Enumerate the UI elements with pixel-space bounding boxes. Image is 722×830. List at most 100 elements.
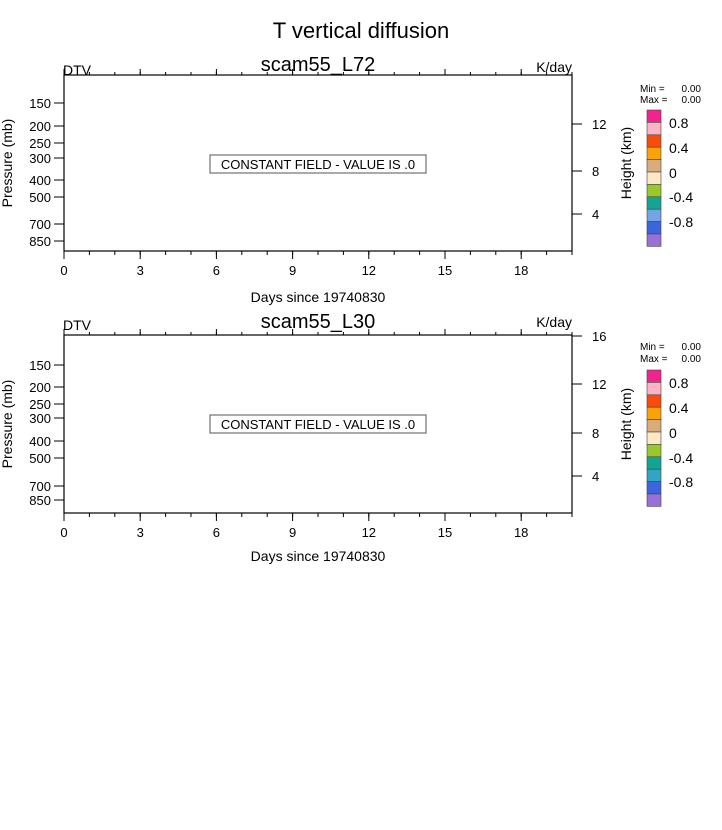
pressure-tick-label: 700 <box>29 217 51 232</box>
colorbar-box <box>646 468 662 482</box>
pressure-axis-label: Pressure (mb) <box>0 380 15 469</box>
colorbar-label: 0.4 <box>669 400 689 416</box>
pressure-tick-label: 400 <box>29 173 51 188</box>
x-tick-label: 12 <box>362 525 376 540</box>
pressure-tick-label: 500 <box>29 190 51 205</box>
x-tick-label: 6 <box>213 525 220 540</box>
pressure-tick-label: 250 <box>29 397 51 412</box>
height-tick-label: 12 <box>592 117 606 132</box>
height-axis-label: Height (km) <box>618 388 634 460</box>
pressure-tick-label: 200 <box>29 119 51 134</box>
colorbar: 0.8 0.4 0 -0.4 -0.8 <box>646 109 693 247</box>
colorbar-label: -0.8 <box>669 474 693 490</box>
min-label: Min = <box>640 342 665 353</box>
colorbar-box <box>646 171 662 185</box>
pressure-tick-label: 850 <box>29 234 51 249</box>
pressure-tick-label: 700 <box>29 479 51 494</box>
height-axis: 12 8 4 <box>572 117 606 222</box>
pressure-tick-label: 850 <box>29 493 51 508</box>
x-tick-label: 18 <box>514 525 528 540</box>
x-tick-label: 15 <box>438 525 452 540</box>
annotation-box <box>209 154 427 174</box>
height-tick-label: 8 <box>592 164 599 179</box>
colorbar-box <box>646 109 662 123</box>
colorbar-box <box>646 406 662 420</box>
colorbar-label: 0 <box>669 425 677 441</box>
x-tick-label: 15 <box>438 263 452 278</box>
colorbar-label: 0 <box>669 165 677 181</box>
max-value: 0.00 <box>682 95 702 106</box>
height-tick-label: 8 <box>592 426 599 441</box>
annotation-box <box>209 414 427 434</box>
chart-panel-l72: scam55_L72 DTV K/day 0 3 6 9 12 15 18 150 200 25… <box>0 54 701 305</box>
x-axis-label: Days since 19740830 <box>251 548 386 564</box>
min-value: 0.00 <box>682 84 702 95</box>
pressure-tick-label: 400 <box>29 434 51 449</box>
x-tick-label: 0 <box>60 525 67 540</box>
x-axis: 0 3 6 9 12 15 18 <box>60 329 573 540</box>
colorbar-box <box>646 493 662 507</box>
pressure-tick-label: 200 <box>29 380 51 395</box>
height-tick-label: 4 <box>592 469 599 484</box>
colorbar-box <box>646 419 662 433</box>
colorbar-label: 0.4 <box>669 140 689 156</box>
colorbar-box <box>646 233 662 247</box>
panel-title: scam55_L72 <box>261 54 376 76</box>
colorbar-label: -0.8 <box>669 214 693 230</box>
colorbar-box <box>646 382 662 396</box>
chart-panel-l30: scam55_L30 DTV K/day 0 3 6 9 12 15 18 150 200 25… <box>0 311 701 564</box>
x-axis-label: Days since 19740830 <box>251 289 386 305</box>
colorbar-box <box>646 196 662 210</box>
min-value: 0.00 <box>682 342 702 353</box>
pressure-axis-label: Pressure (mb) <box>0 119 15 208</box>
x-tick-label: 9 <box>289 263 296 278</box>
colorbar-label: 0.8 <box>669 115 689 131</box>
height-axis: 16 12 8 4 <box>572 329 606 484</box>
pressure-tick-label: 300 <box>29 151 51 166</box>
pressure-tick-label: 250 <box>29 136 51 151</box>
max-value: 0.00 <box>682 354 702 365</box>
pressure-tick-label: 300 <box>29 411 51 426</box>
units-label: K/day <box>536 314 572 330</box>
x-tick-label: 9 <box>289 525 296 540</box>
x-axis: 0 3 6 9 12 15 18 <box>60 69 573 278</box>
colorbar-box <box>646 184 662 198</box>
pressure-tick-label: 150 <box>29 96 51 111</box>
height-axis-label: Height (km) <box>618 127 634 199</box>
colorbar-label: -0.4 <box>669 450 693 466</box>
colorbar-box <box>646 221 662 235</box>
colorbar-box <box>646 146 662 160</box>
colorbar-box <box>646 456 662 470</box>
max-label: Max = <box>640 354 668 365</box>
colorbar-label: -0.4 <box>669 189 693 205</box>
colorbar-box <box>646 394 662 408</box>
x-tick-label: 12 <box>362 263 376 278</box>
colorbar-label: 0.8 <box>669 375 689 391</box>
colorbar-box <box>646 122 662 136</box>
pressure-tick-label: 500 <box>29 451 51 466</box>
colorbar-box <box>646 444 662 458</box>
colorbar-box <box>646 369 662 383</box>
colorbar-box <box>646 159 662 173</box>
pressure-tick-label: 150 <box>29 358 51 373</box>
annotation-text: CONSTANT FIELD - VALUE IS .0 <box>221 417 415 432</box>
height-tick-label: 12 <box>592 377 606 392</box>
min-label: Min = <box>640 84 665 95</box>
colorbar-box <box>646 431 662 445</box>
panel-title: scam55_L30 <box>261 311 376 333</box>
colorbar-box <box>646 481 662 495</box>
units-label: K/day <box>536 59 572 75</box>
colorbar-box <box>646 134 662 148</box>
x-tick-label: 0 <box>60 263 67 278</box>
variable-label: DTV <box>63 317 92 333</box>
height-tick-label: 16 <box>592 329 606 344</box>
figure-title: T vertical diffusion <box>273 18 450 43</box>
x-tick-label: 3 <box>137 263 144 278</box>
height-tick-label: 4 <box>592 207 599 222</box>
x-tick-label: 3 <box>137 525 144 540</box>
colorbar-box <box>646 208 662 222</box>
x-tick-label: 6 <box>213 263 220 278</box>
colorbar: 0.8 0.4 0 -0.4 -0.8 <box>646 369 693 507</box>
